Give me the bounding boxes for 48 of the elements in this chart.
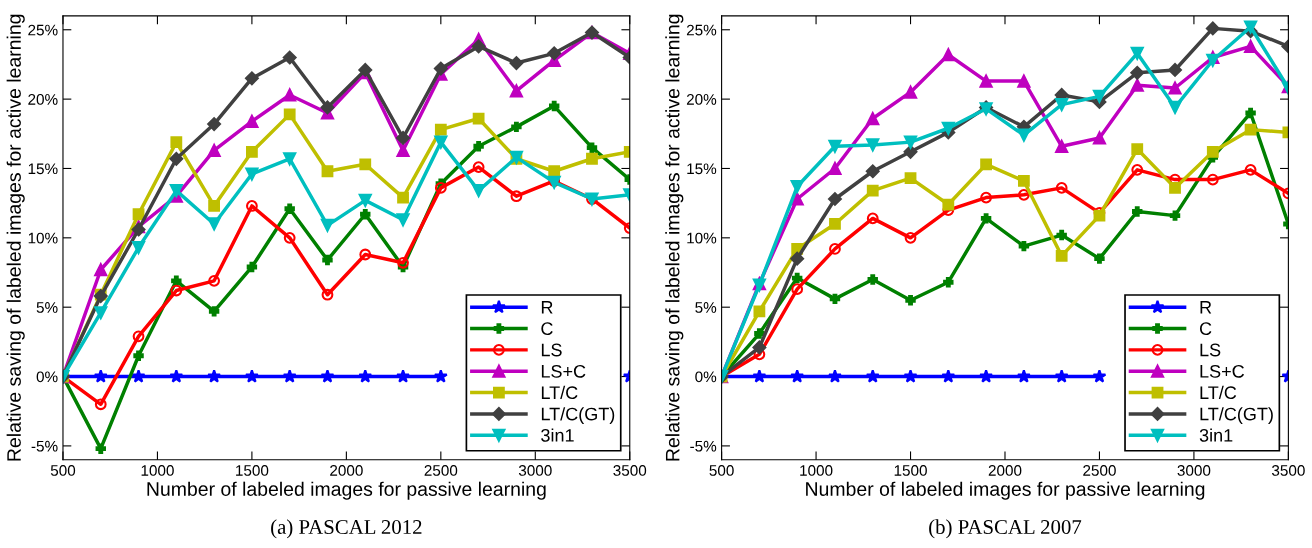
- legend-label: LS+C: [1200, 364, 1245, 378]
- y-tick-label: 20%: [28, 93, 58, 105]
- y-tick-label: 10%: [28, 232, 58, 244]
- x-tick-label: 3000: [518, 465, 552, 476]
- x-tick-label: 2500: [424, 465, 458, 476]
- legend-label: R: [1200, 301, 1212, 314]
- legend-label: 3in1: [1199, 428, 1233, 442]
- x-tick-label: 1000: [800, 465, 833, 476]
- text: (b) PASCAL 2007: [929, 519, 1082, 539]
- x-tick-label: 2000: [330, 465, 363, 476]
- legend-label: LS: [1200, 343, 1221, 357]
- x-tick-label: 3500: [613, 465, 647, 476]
- legend-label: LT/C: [541, 385, 578, 400]
- y-tick-label: 25%: [686, 24, 717, 36]
- y-tick-label: 0%: [695, 371, 717, 383]
- y-tick-label: -5%: [31, 440, 58, 452]
- x-tick-label: 500: [709, 465, 734, 476]
- legend-label: LT/C(GT): [541, 407, 615, 424]
- y-tick-label: 25%: [28, 24, 58, 36]
- x-tick-label: 500: [50, 465, 76, 476]
- y-tick-label: 15%: [28, 163, 58, 175]
- legend-label: C: [541, 322, 553, 336]
- legend-label: LT/C(GT): [1200, 407, 1273, 424]
- x-tick-label: 2500: [1083, 465, 1116, 476]
- x-axis-title: Number of labeled images for passive learning: [806, 481, 1205, 500]
- legend-label: C: [1199, 322, 1212, 336]
- y-tick-label: 5%: [36, 302, 58, 313]
- y-tick-label: -5%: [690, 440, 717, 452]
- x-tick-label: 3000: [1177, 465, 1211, 476]
- x-tick-label: 1000: [141, 465, 174, 476]
- y-tick-label: 5%: [695, 302, 717, 313]
- text: (a) PASCAL 2012: [271, 519, 422, 539]
- y-axis-title: Relative saving of labeled images for active learning: [665, 14, 684, 461]
- y-tick-label: 20%: [686, 93, 717, 105]
- y-axis-title: Relative saving of labeled images for active learning: [6, 14, 25, 461]
- x-tick-label: 1500: [236, 465, 269, 476]
- x-tick-label: 1500: [894, 465, 927, 476]
- legend-label: R: [541, 301, 553, 314]
- x-tick-label: 3500: [1271, 465, 1305, 476]
- y-tick-label: 10%: [687, 232, 717, 244]
- x-axis-title: Number of labeled images for passive learning: [147, 481, 546, 500]
- legend-label: 3in1: [541, 428, 574, 442]
- y-tick-label: 0%: [36, 371, 58, 383]
- y-tick-label: 15%: [687, 163, 717, 175]
- legend-label: LT/C: [1200, 385, 1237, 400]
- x-tick-label: 2000: [988, 465, 1022, 476]
- legend-label: LS: [541, 343, 562, 357]
- legend-label: LS+C: [541, 364, 586, 378]
